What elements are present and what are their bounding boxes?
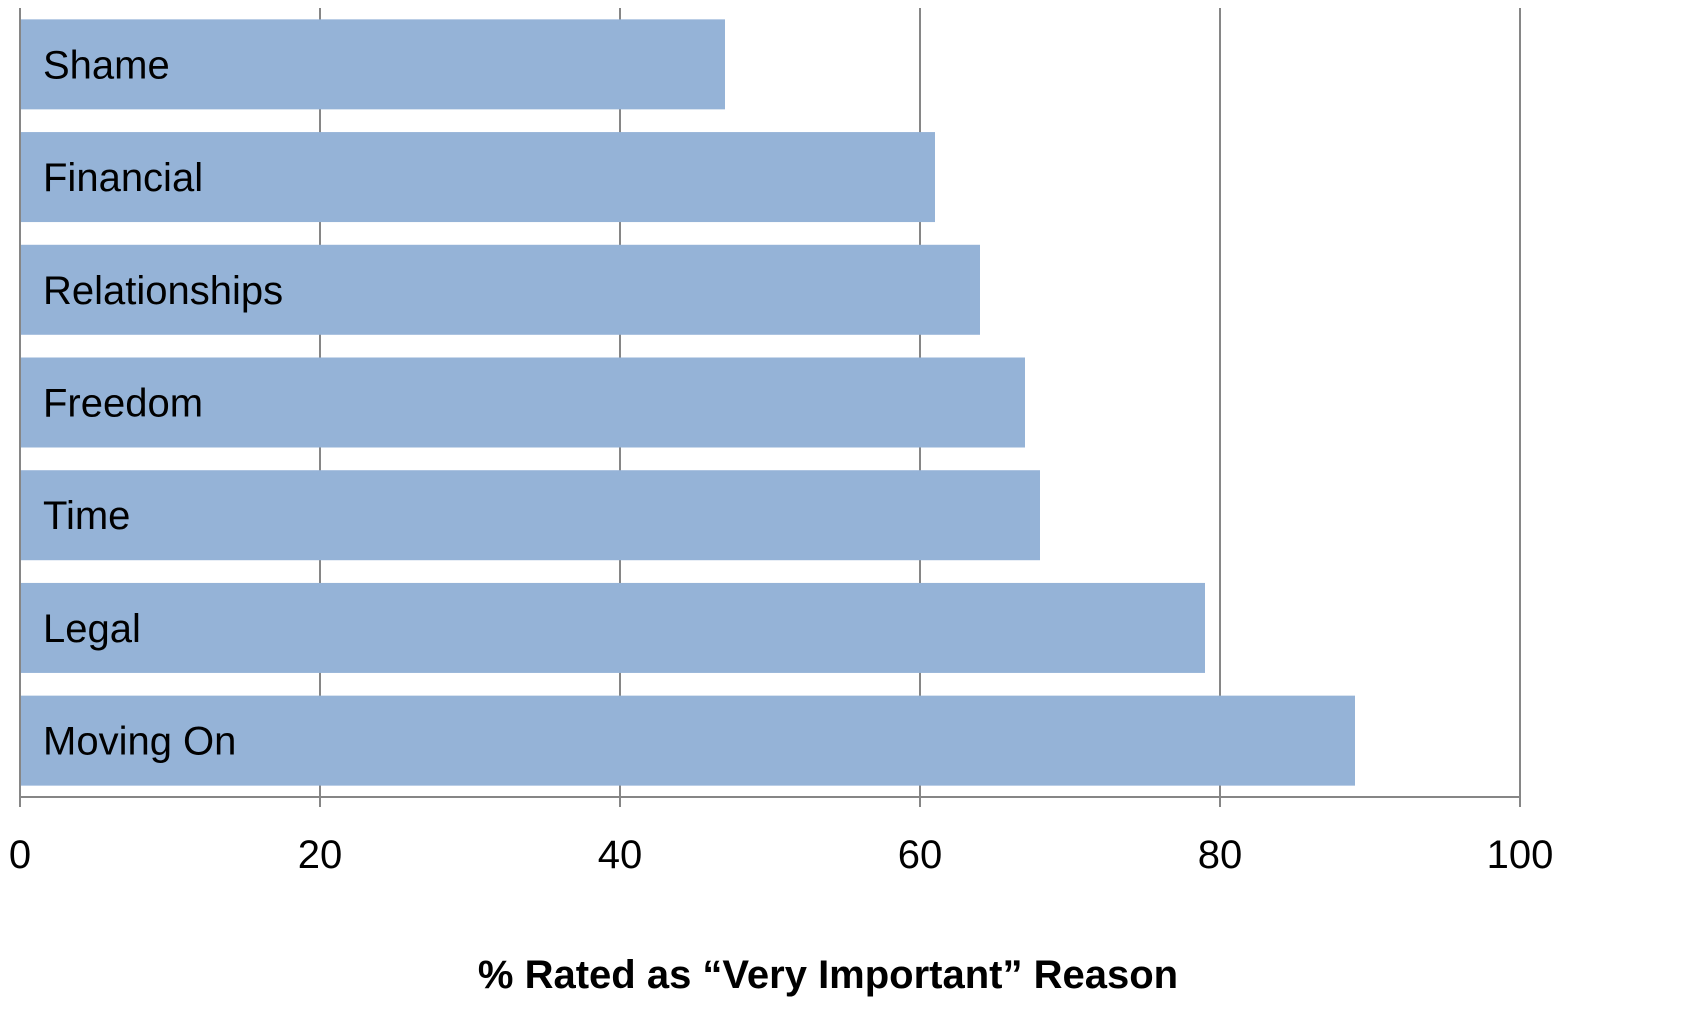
x-tick-labels: 0 20 40 60 80 100 [9, 833, 1554, 877]
bar-freedom [20, 357, 1025, 448]
x-tick-label-100: 100 [1487, 833, 1554, 877]
bar-label-shame: Shame [43, 43, 170, 87]
bar-label-time: Time [43, 494, 130, 538]
bar-financial [20, 132, 935, 223]
bar-shame [20, 19, 725, 110]
x-axis [19, 8, 1521, 807]
bar-relationships [20, 244, 980, 335]
bar-label-freedom: Freedom [43, 382, 203, 426]
bar-label-legal: Legal [43, 607, 141, 651]
x-tick-label-40: 40 [598, 833, 643, 877]
bars: Shame Financial Relationships Freedom Time Le… [20, 19, 1355, 786]
bar-label-financial: Financial [43, 156, 203, 200]
x-tick-label-60: 60 [898, 833, 943, 877]
x-axis-title: % Rated as “Very Important” Reason [478, 953, 1178, 997]
bar-label-relationships: Relationships [43, 269, 283, 313]
x-tick-label-0: 0 [9, 833, 31, 877]
x-tick-label-20: 20 [298, 833, 343, 877]
x-tick-label-80: 80 [1198, 833, 1243, 877]
bar-time [20, 470, 1040, 561]
bar-legal [20, 582, 1205, 673]
bar-moving-on [20, 695, 1355, 786]
bar-label-moving-on: Moving On [43, 720, 236, 764]
